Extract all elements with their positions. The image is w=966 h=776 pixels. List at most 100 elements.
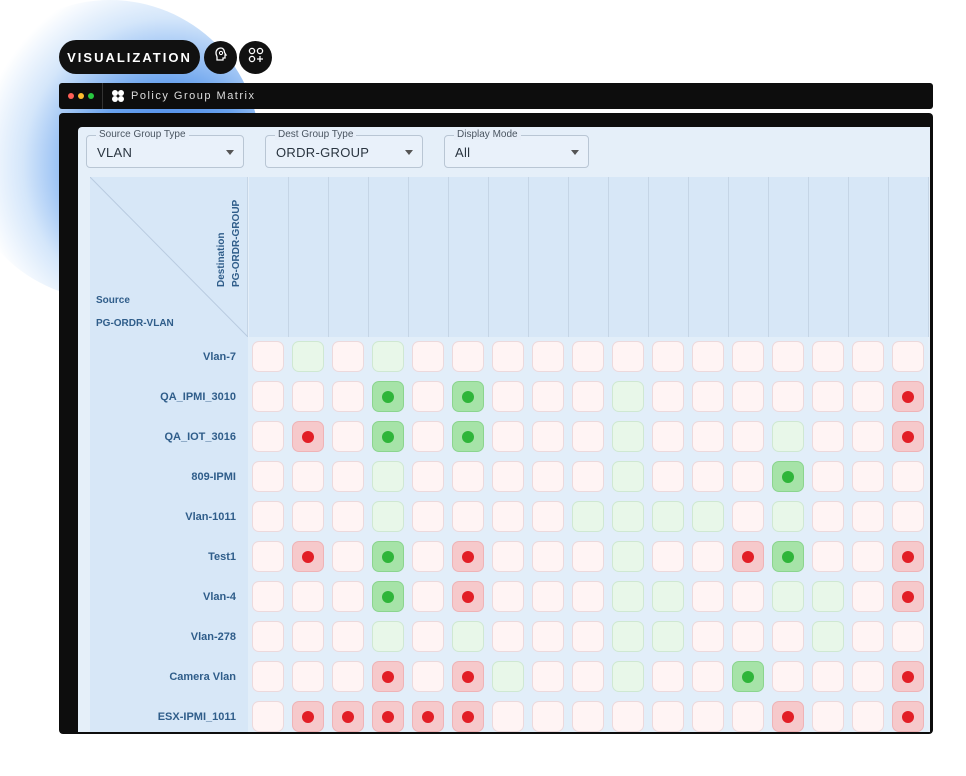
matrix-cell[interactable] xyxy=(532,661,564,692)
matrix-cell[interactable] xyxy=(252,501,284,532)
matrix-cell[interactable] xyxy=(892,501,924,532)
matrix-cell[interactable] xyxy=(692,341,724,372)
matrix-cell[interactable] xyxy=(732,421,764,452)
matrix-cell[interactable] xyxy=(692,381,724,412)
matrix-cell[interactable] xyxy=(292,661,324,692)
matrix-cell[interactable] xyxy=(492,581,524,612)
matrix-cell[interactable] xyxy=(652,381,684,412)
matrix-cell[interactable] xyxy=(292,541,324,572)
matrix-cell[interactable] xyxy=(572,381,604,412)
matrix-cell[interactable] xyxy=(892,621,924,652)
matrix-cell[interactable] xyxy=(412,461,444,492)
matrix-cell[interactable] xyxy=(652,661,684,692)
matrix-cell[interactable] xyxy=(572,501,604,532)
matrix-cell[interactable] xyxy=(532,621,564,652)
matrix-cell[interactable] xyxy=(852,341,884,372)
matrix-cell[interactable] xyxy=(892,701,924,732)
matrix-cell[interactable] xyxy=(892,581,924,612)
matrix-cell[interactable] xyxy=(572,421,604,452)
matrix-cell[interactable] xyxy=(252,701,284,732)
matrix-cell[interactable] xyxy=(412,541,444,572)
matrix-cell[interactable] xyxy=(292,501,324,532)
matrix-cell[interactable] xyxy=(252,341,284,372)
close-window-dot[interactable] xyxy=(68,93,74,99)
matrix-cell[interactable] xyxy=(332,381,364,412)
matrix-cell[interactable] xyxy=(332,341,364,372)
matrix-cell[interactable] xyxy=(692,701,724,732)
matrix-cell[interactable] xyxy=(612,701,644,732)
matrix-cell[interactable] xyxy=(852,421,884,452)
matrix-cell[interactable] xyxy=(652,701,684,732)
matrix-cell[interactable] xyxy=(412,501,444,532)
matrix-cell[interactable] xyxy=(732,381,764,412)
matrix-cell[interactable] xyxy=(652,501,684,532)
matrix-cell[interactable] xyxy=(332,621,364,652)
matrix-cell[interactable] xyxy=(572,581,604,612)
matrix-cell[interactable] xyxy=(732,501,764,532)
matrix-cell[interactable] xyxy=(452,461,484,492)
matrix-cell[interactable] xyxy=(332,461,364,492)
matrix-cell[interactable] xyxy=(292,381,324,412)
matrix-cell[interactable] xyxy=(492,621,524,652)
matrix-cell[interactable] xyxy=(372,421,404,452)
matrix-cell[interactable] xyxy=(852,621,884,652)
maximize-window-dot[interactable] xyxy=(88,93,94,99)
matrix-cell[interactable] xyxy=(532,581,564,612)
matrix-cell[interactable] xyxy=(692,581,724,612)
matrix-cell[interactable] xyxy=(852,661,884,692)
matrix-cell[interactable] xyxy=(612,501,644,532)
matrix-cell[interactable] xyxy=(292,701,324,732)
matrix-cell[interactable] xyxy=(332,581,364,612)
matrix-cell[interactable] xyxy=(812,461,844,492)
matrix-cell[interactable] xyxy=(812,661,844,692)
matrix-cell[interactable] xyxy=(692,621,724,652)
minimize-window-dot[interactable] xyxy=(78,93,84,99)
matrix-cell[interactable] xyxy=(372,701,404,732)
matrix-cell[interactable] xyxy=(892,541,924,572)
matrix-cell[interactable] xyxy=(812,381,844,412)
ai-brain-button[interactable] xyxy=(204,41,237,74)
matrix-cell[interactable] xyxy=(532,421,564,452)
matrix-cell[interactable] xyxy=(732,701,764,732)
matrix-cell[interactable] xyxy=(452,421,484,452)
matrix-cell[interactable] xyxy=(892,421,924,452)
matrix-cell[interactable] xyxy=(612,661,644,692)
matrix-cell[interactable] xyxy=(812,501,844,532)
matrix-cell[interactable] xyxy=(412,341,444,372)
visualization-badge[interactable]: VISUALIZATION xyxy=(59,40,200,74)
matrix-cell[interactable] xyxy=(332,661,364,692)
matrix-cell[interactable] xyxy=(252,541,284,572)
matrix-cell[interactable] xyxy=(452,701,484,732)
matrix-cell[interactable] xyxy=(372,381,404,412)
matrix-cell[interactable] xyxy=(812,581,844,612)
matrix-cell[interactable] xyxy=(852,541,884,572)
matrix-cell[interactable] xyxy=(492,341,524,372)
matrix-cell[interactable] xyxy=(812,541,844,572)
matrix-cell[interactable] xyxy=(572,461,604,492)
matrix-cell[interactable] xyxy=(332,541,364,572)
matrix-cell[interactable] xyxy=(892,381,924,412)
matrix-cell[interactable] xyxy=(492,461,524,492)
matrix-cell[interactable] xyxy=(772,621,804,652)
matrix-cell[interactable] xyxy=(532,461,564,492)
matrix-cell[interactable] xyxy=(412,621,444,652)
matrix-cell[interactable] xyxy=(772,581,804,612)
matrix-cell[interactable] xyxy=(892,661,924,692)
matrix-cell[interactable] xyxy=(652,541,684,572)
matrix-cell[interactable] xyxy=(812,421,844,452)
matrix-cell[interactable] xyxy=(812,341,844,372)
matrix-cell[interactable] xyxy=(692,461,724,492)
matrix-cell[interactable] xyxy=(452,501,484,532)
matrix-cell[interactable] xyxy=(412,581,444,612)
matrix-cell[interactable] xyxy=(652,461,684,492)
matrix-cell[interactable] xyxy=(892,341,924,372)
matrix-cell[interactable] xyxy=(692,661,724,692)
matrix-cell[interactable] xyxy=(252,581,284,612)
add-widget-button[interactable] xyxy=(239,41,272,74)
matrix-cell[interactable] xyxy=(572,541,604,572)
matrix-cell[interactable] xyxy=(492,501,524,532)
matrix-cell[interactable] xyxy=(412,661,444,692)
matrix-cell[interactable] xyxy=(612,541,644,572)
matrix-cell[interactable] xyxy=(892,461,924,492)
matrix-cell[interactable] xyxy=(292,341,324,372)
